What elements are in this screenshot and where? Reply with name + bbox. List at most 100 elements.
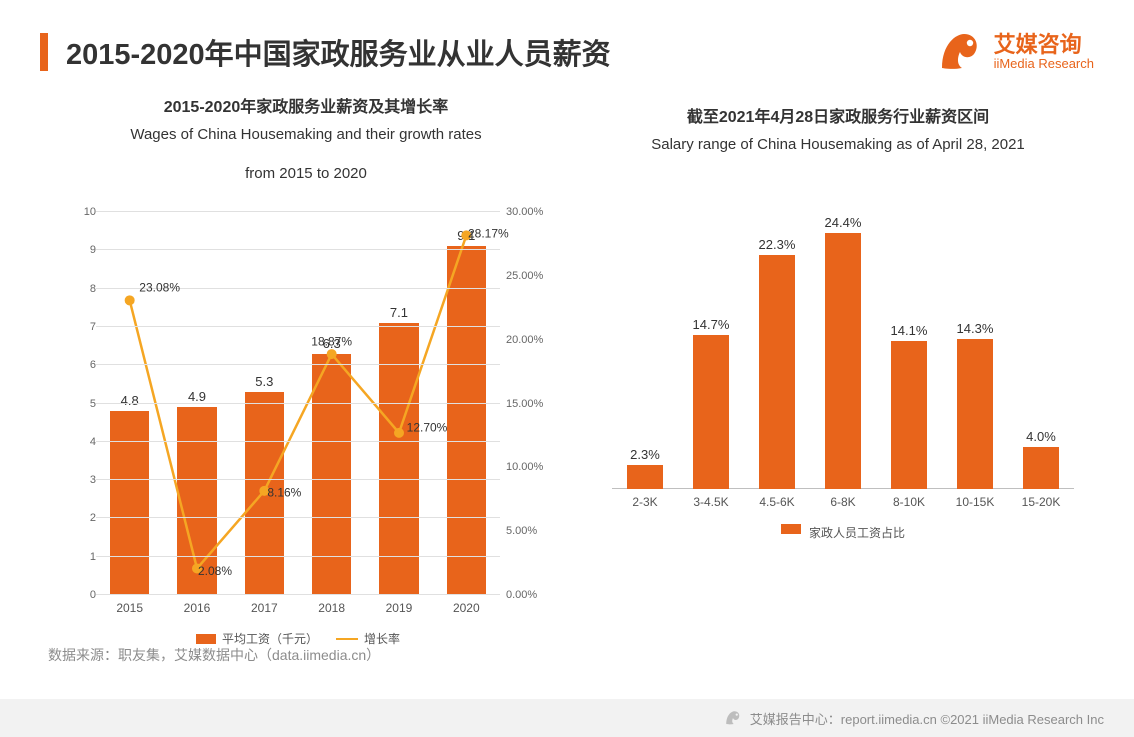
right-chart-title-en: Salary range of China Housemaking as of … [592, 134, 1084, 155]
x-tick-label: 8-10K [876, 495, 942, 509]
grid-line [96, 556, 500, 557]
footer-text: 艾媒报告中心：report.iimedia.cn ©2021 iiMedia R… [750, 709, 1104, 728]
y-left-tick: 10 [60, 206, 96, 218]
salary-range-bar: 14.3% [957, 339, 994, 489]
grid-line [96, 517, 500, 518]
x-tick-label: 6-8K [810, 495, 876, 509]
right-chart-area: 2.3% 14.7% 22.3% 24.4% 14.1% 14.3% 4.0% 2-3K3-… [592, 185, 1084, 545]
y-right-tick: 0.00% [506, 589, 558, 601]
grid-line [96, 326, 500, 327]
line-value-label: 28.17% [468, 227, 509, 241]
line-value-label: 18.87% [311, 334, 352, 348]
y-left-tick: 7 [60, 321, 96, 333]
x-tick-label: 15-20K [1008, 495, 1074, 509]
legend-bar-swatch [781, 524, 801, 534]
y-left-tick: 1 [60, 551, 96, 563]
right-bars: 2.3% 14.7% 22.3% 24.4% 14.1% 14.3% 4.0% [612, 195, 1074, 489]
y-axis-right: 0.00%5.00%10.00%15.00%20.00%25.00%30.00% [500, 212, 552, 595]
x-tick-label: 3-4.5K [678, 495, 744, 509]
data-source: 数据来源：职友集，艾媒数据中心（data.iimedia.cn） [48, 645, 380, 665]
bar-value-label: 14.1% [891, 323, 928, 338]
grid-line [96, 479, 500, 480]
grid-line [96, 441, 500, 442]
grid-line [96, 403, 500, 404]
footer-logo-icon [724, 709, 742, 727]
grid-line [96, 249, 500, 250]
bar-value-label: 4.0% [1026, 429, 1056, 444]
salary-range-bar: 24.4% [825, 233, 862, 489]
y-left-tick: 0 [60, 589, 96, 601]
salary-range-bar: 14.1% [891, 341, 928, 489]
salary-range-bar: 2.3% [627, 465, 664, 489]
y-left-tick: 5 [60, 398, 96, 410]
grid-line [96, 364, 500, 365]
y-right-tick: 15.00% [506, 398, 558, 410]
left-chart-area: 012345678910 0.00%5.00%10.00%15.00%20.00… [60, 202, 552, 651]
grid-line [96, 594, 500, 595]
growth-line [96, 212, 500, 595]
grid-line [96, 211, 500, 212]
x-tick-label: 2020 [433, 601, 500, 615]
salary-range-bar: 22.3% [759, 255, 796, 489]
x-tick-label: 10-15K [942, 495, 1008, 509]
x-tick-label: 2018 [298, 601, 365, 615]
y-right-tick: 30.00% [506, 206, 558, 218]
bar-value-label: 14.3% [957, 321, 994, 336]
logo-en: iiMedia Research [994, 57, 1094, 72]
logo-text: 艾媒咨询 iiMedia Research [994, 32, 1094, 72]
y-right-tick: 10.00% [506, 461, 558, 473]
right-plot: 2.3% 14.7% 22.3% 24.4% 14.1% 14.3% 4.0% [612, 195, 1074, 489]
logo-cn: 艾媒咨询 [994, 32, 1094, 57]
y-right-tick: 20.00% [506, 334, 558, 346]
left-chart-title-cn: 2015-2020年家政服务业薪资及其增长率 [60, 96, 552, 120]
legend-bar-swatch [196, 634, 216, 644]
y-left-tick: 4 [60, 436, 96, 448]
x-tick-label: 2016 [163, 601, 230, 615]
line-value-label: 2.08% [198, 564, 232, 578]
y-left-tick: 6 [60, 359, 96, 371]
y-left-tick: 9 [60, 244, 96, 256]
header: 2015-2020年中国家政服务业从业人员薪资 艾媒咨询 iiMedia Res… [0, 0, 1134, 76]
bar-slot: 14.1% [876, 195, 942, 489]
right-legend: 家政人员工资占比 [612, 524, 1074, 541]
bar-value-label: 24.4% [825, 215, 862, 230]
bar-value-label: 22.3% [759, 237, 796, 252]
salary-range-bar: 14.7% [693, 335, 730, 489]
x-tick-label: 2019 [365, 601, 432, 615]
charts-row: 2015-2020年家政服务业薪资及其增长率 Wages of China Ho… [0, 76, 1134, 545]
bar-value-label: 14.7% [693, 317, 730, 332]
left-chart-title-en2: from 2015 to 2020 [60, 163, 552, 184]
y-left-tick: 2 [60, 512, 96, 524]
right-chart-block: 截至2021年4月28日家政服务行业薪资区间 Salary range of C… [592, 96, 1084, 545]
left-x-axis: 201520162017201820192020 [96, 601, 500, 615]
bar-slot: 22.3% [744, 195, 810, 489]
line-value-label: 12.70% [407, 420, 448, 434]
right-chart-title-cn: 截至2021年4月28日家政服务行业薪资区间 [592, 106, 1084, 130]
page-title: 2015-2020年中国家政服务业从业人员薪资 [66, 31, 936, 73]
line-value-label: 23.08% [139, 281, 180, 295]
left-chart-block: 2015-2020年家政服务业薪资及其增长率 Wages of China Ho… [60, 96, 552, 545]
bar-slot: 4.0% [1008, 195, 1074, 489]
legend-line-swatch [336, 638, 358, 640]
bar-slot: 2.3% [612, 195, 678, 489]
bar-value-label: 2.3% [630, 447, 660, 462]
y-left-tick: 3 [60, 474, 96, 486]
x-tick-label: 2-3K [612, 495, 678, 509]
y-right-tick: 25.00% [506, 270, 558, 282]
salary-range-bar: 4.0% [1023, 447, 1060, 489]
y-axis-left: 012345678910 [60, 212, 96, 595]
x-tick-label: 2015 [96, 601, 163, 615]
left-chart-title-en1: Wages of China Housemaking and their gro… [60, 124, 552, 145]
y-right-tick: 5.00% [506, 525, 558, 537]
right-legend-label: 家政人员工资占比 [809, 524, 905, 541]
bar-slot: 14.3% [942, 195, 1008, 489]
accent-bar [40, 33, 48, 71]
logo-mark-icon [936, 28, 984, 76]
x-tick-label: 4.5-6K [744, 495, 810, 509]
line-value-label: 8.16% [267, 485, 301, 499]
bar-slot: 14.7% [678, 195, 744, 489]
bar-slot: 24.4% [810, 195, 876, 489]
left-plot: 4.84.95.36.37.19.1 23.08%2.08%8.16%18.87… [96, 212, 500, 595]
right-x-axis: 2-3K3-4.5K4.5-6K6-8K8-10K10-15K15-20K [612, 495, 1074, 509]
footer: 艾媒报告中心：report.iimedia.cn ©2021 iiMedia R… [0, 699, 1134, 737]
